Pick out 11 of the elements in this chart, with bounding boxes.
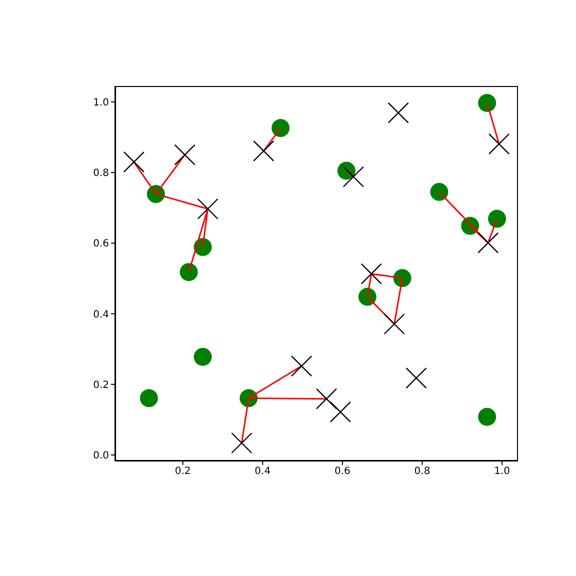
x-tick-label: 0.6 [334,466,350,478]
x-tick-label: 0.2 [174,466,191,478]
x-tick-label: 0.8 [414,466,430,478]
x-tick-label: 1.0 [494,466,510,478]
y-tick-label: 1.0 [93,97,109,108]
y-tick-label: 0.6 [93,238,109,250]
y-tick-label: 0.0 [93,450,109,462]
y-tick-label: 0.8 [93,168,109,180]
x-tick-label: 0.4 [254,466,271,478]
y-tick-label: 0.2 [93,380,109,391]
y-tick-label: 0.4 [93,309,109,320]
